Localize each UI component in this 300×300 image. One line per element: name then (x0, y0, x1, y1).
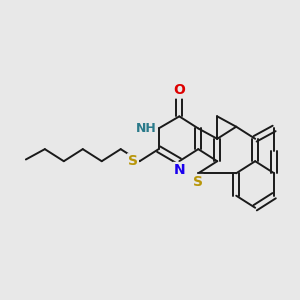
Text: S: S (128, 154, 138, 168)
Text: NH: NH (136, 122, 157, 135)
Text: N: N (173, 163, 185, 177)
Text: O: O (173, 83, 185, 98)
Text: S: S (193, 175, 203, 189)
